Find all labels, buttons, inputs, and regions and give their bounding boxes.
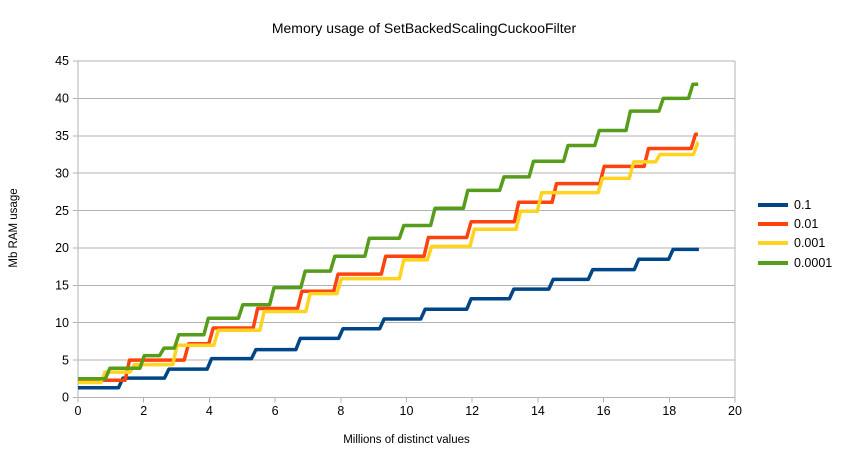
x-tick-label-4: 4 [206,404,213,418]
series-line-0.01 [78,132,698,383]
x-tick-label-18: 18 [662,404,676,418]
y-tick-label-20: 20 [55,241,69,255]
y-tick-label-35: 35 [55,129,69,143]
x-tick-label-2: 2 [140,404,147,418]
series-line-0.001 [78,140,700,385]
y-axis-title: Mb RAM usage [8,188,20,268]
y-tick-label-0: 0 [62,391,69,405]
x-tick-label-14: 14 [531,404,545,418]
legend-swatch-0.1 [758,202,788,207]
legend-label: 0.001 [794,236,826,251]
legend-swatch-0.001 [758,241,788,246]
x-tick-label-20: 20 [728,404,742,418]
y-tick-label-10: 10 [55,316,69,330]
y-tick-label-40: 40 [55,92,69,106]
legend-item-0.0001: 0.0001 [758,253,832,272]
legend-item-0.01: 0.01 [758,214,832,233]
x-tick-label-0: 0 [75,404,82,418]
legend-label: 0.0001 [794,255,833,270]
x-axis-title: Millions of distinct values [343,434,470,446]
chart-title: Memory usage of SetBackedScalingCuckooFi… [271,20,577,36]
x-tick-label-16: 16 [597,404,611,418]
legend: 0.1 0.01 0.001 0.0001 [758,195,832,273]
y-tick-label-5: 5 [62,353,69,367]
legend-swatch-0.01 [758,222,788,227]
legend-label: 0.1 [794,197,812,212]
x-tick-label-10: 10 [400,404,414,418]
legend-item-0.1: 0.1 [758,195,832,214]
x-tick-label-6: 6 [272,404,279,418]
series-line-0.1 [78,247,699,390]
x-tick-label-12: 12 [465,404,479,418]
legend-label: 0.01 [794,217,819,232]
series-line-0.0001 [78,82,699,381]
y-tick-label-15: 15 [55,279,69,293]
y-tick-label-25: 25 [55,204,69,218]
legend-item-0.001: 0.001 [758,234,832,253]
y-tick-label-45: 45 [55,54,69,68]
x-tick-label-8: 8 [337,404,344,418]
legend-swatch-0.0001 [758,260,788,265]
y-tick-label-30: 30 [55,166,69,180]
